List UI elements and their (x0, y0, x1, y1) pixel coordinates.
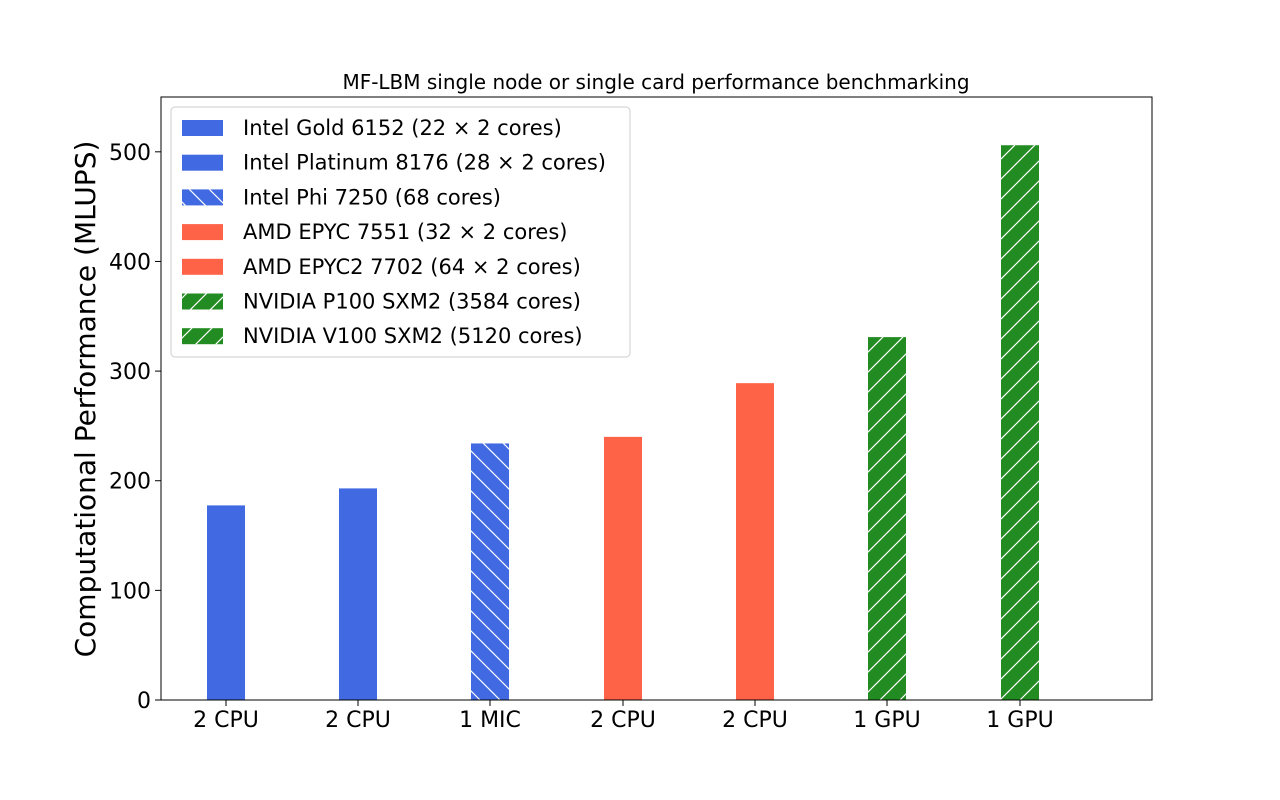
y-tick-label: 0 (137, 689, 151, 714)
x-tick-label: 1 GPU (986, 708, 1053, 733)
bar-3-hatch (471, 443, 509, 700)
legend-label: NVIDIA V100 SXM2 (5120 cores) (243, 324, 583, 348)
x-tick-label: 2 CPU (325, 708, 391, 733)
x-tick-label: 2 CPU (193, 708, 259, 733)
legend-swatch (182, 224, 223, 241)
bar-5 (736, 383, 774, 700)
legend-label: Intel Phi 7250 (68 cores) (243, 185, 501, 209)
legend-swatch (182, 258, 223, 275)
legend-swatch-hatch (182, 189, 223, 206)
legend-swatch-hatch (182, 328, 223, 345)
y-tick-label: 500 (109, 141, 151, 166)
x-tick-label: 1 MIC (459, 708, 521, 733)
y-tick-label: 400 (109, 250, 151, 275)
y-tick-label: 300 (109, 360, 151, 385)
plot-frame (160, 96, 1153, 701)
y-axis-ticks: 0 100 200 300 400 500 (109, 141, 161, 714)
bar-1 (207, 505, 245, 700)
bar-4 (604, 436, 642, 700)
legend-label: NVIDIA P100 SXM2 (3584 cores) (243, 290, 581, 314)
legend-swatch-hatch (182, 293, 223, 310)
legend-label: Intel Platinum 8176 (28 × 2 cores) (243, 151, 606, 175)
x-tick-label: 1 GPU (853, 708, 920, 733)
y-tick-label: 100 (109, 579, 151, 604)
legend-label: AMD EPYC2 7702 (64 × 2 cores) (243, 255, 581, 279)
legend: Intel Gold 6152 (22 × 2 cores) Intel Plat… (170, 106, 631, 358)
legend-label: AMD EPYC 7551 (32 × 2 cores) (243, 220, 567, 244)
legend-label: Intel Gold 6152 (22 × 2 cores) (243, 116, 562, 140)
chart-title: MF-LBM single node or single card perfor… (342, 70, 969, 94)
bar-2 (339, 488, 377, 700)
bar-6-hatch (868, 337, 906, 700)
y-axis-label: Computational Performance (MLUPS) (69, 141, 102, 658)
x-tick-label: 2 CPU (722, 708, 788, 733)
legend-swatch (182, 120, 223, 136)
y-tick-label: 200 (109, 470, 151, 495)
bars-group (207, 145, 1039, 701)
legend-swatch (182, 154, 223, 171)
legend-frame (170, 106, 631, 358)
x-tick-label: 2 CPU (590, 708, 656, 733)
x-axis-ticks: 2 CPU 2 CPU 1 MIC 2 CPU 2 CPU 1 GPU 1 GPU (193, 700, 1054, 733)
bar-7-hatch (1001, 145, 1039, 701)
